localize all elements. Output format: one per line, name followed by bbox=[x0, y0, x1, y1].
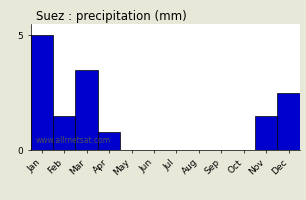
Bar bbox=[98, 132, 120, 150]
Bar bbox=[53, 116, 76, 150]
Text: www.allmetsat.com: www.allmetsat.com bbox=[36, 136, 111, 145]
Bar bbox=[278, 93, 300, 150]
Bar bbox=[31, 35, 53, 150]
Text: Suez : precipitation (mm): Suez : precipitation (mm) bbox=[36, 10, 187, 23]
Bar bbox=[255, 116, 278, 150]
Bar bbox=[76, 70, 98, 150]
